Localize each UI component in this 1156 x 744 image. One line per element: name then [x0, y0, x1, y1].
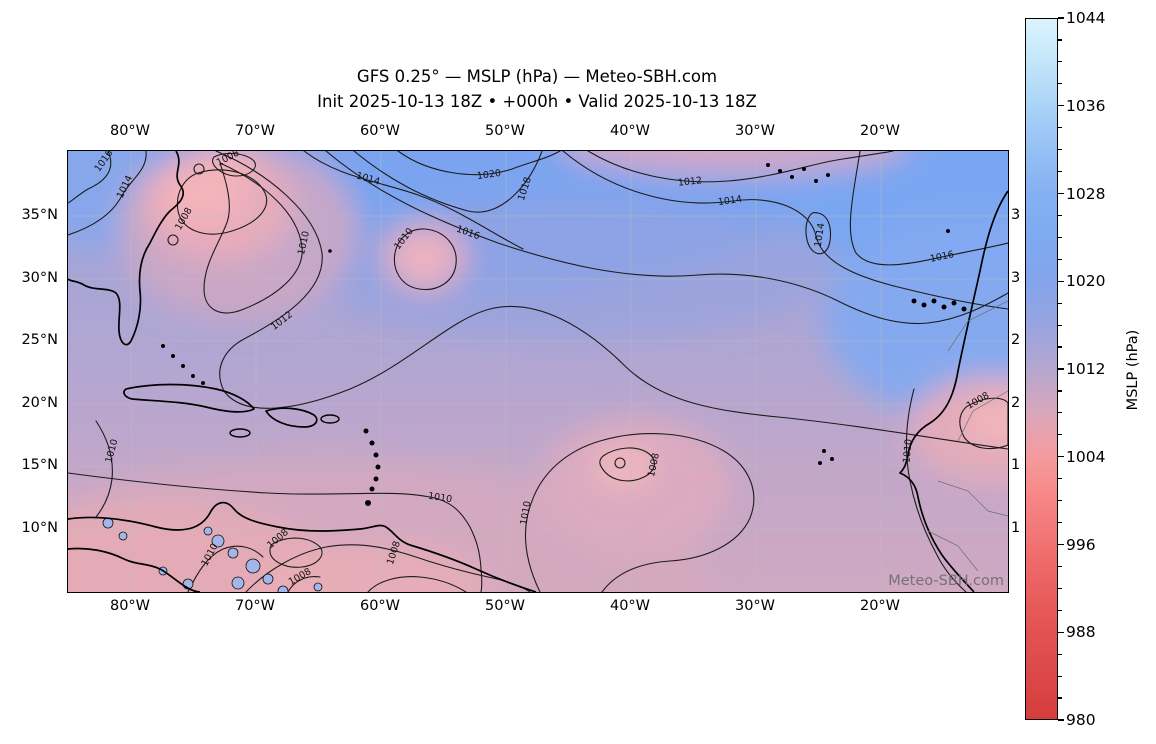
lat-tick-label-left: 30°N	[21, 270, 58, 286]
colorbar-tick	[1058, 236, 1062, 238]
lat-tick-label-right-clipped: 3	[1011, 207, 1021, 223]
lon-tick-label-bottom: 20°W	[859, 598, 901, 614]
colorbar-tick	[1058, 302, 1062, 304]
colorbar-tick	[1058, 719, 1064, 721]
contour-label: 1010	[296, 230, 312, 256]
lon-tick-label-top: 30°W	[734, 123, 776, 139]
lon-tick-label-bottom: 40°W	[609, 598, 651, 614]
colorbar-tick-label: 980	[1066, 711, 1096, 729]
colorbar-tick	[1058, 456, 1064, 458]
colorbar-tick	[1058, 258, 1062, 260]
colorbar-tick-label: 988	[1066, 623, 1096, 642]
colorbar-tick	[1058, 434, 1062, 436]
colorbar-tick-label: 1044	[1066, 9, 1106, 27]
chart-subtitle: Init 2025-10-13 18Z • +000h • Valid 2025…	[317, 92, 757, 111]
colorbar-tick	[1058, 565, 1062, 568]
colorbar-tick	[1058, 675, 1062, 677]
colorbar-tick	[1058, 587, 1062, 589]
colorbar-axis-label: MSLP (hPa)	[1125, 329, 1141, 411]
colorbar-tick	[1058, 368, 1064, 370]
lon-tick-label-top: 60°W	[359, 123, 401, 139]
colorbar-tick-label: 1012	[1066, 360, 1106, 378]
colorbar-tick	[1058, 543, 1064, 546]
contour-label: 1020	[476, 168, 501, 182]
lon-tick-label-top: 70°W	[234, 123, 276, 139]
colorbar-tick	[1058, 653, 1062, 655]
colorbar-tick	[1058, 39, 1062, 41]
lat-tick-label-right-clipped: 2	[1011, 332, 1021, 348]
colorbar-tick	[1058, 500, 1062, 502]
lat-tick-label-left: 25°N	[21, 332, 58, 348]
chart-title: GFS 0.25° — MSLP (hPa) — Meteo-SBH.com	[356, 67, 718, 86]
colorbar-tick	[1058, 521, 1062, 524]
lon-tick-label-bottom: 30°W	[734, 598, 776, 614]
contour-label: 1014	[717, 194, 742, 208]
colorbar-tick	[1058, 17, 1064, 19]
colorbar-tick	[1058, 346, 1062, 348]
colorbar-tick	[1058, 105, 1064, 107]
lon-tick-label-top: 80°W	[109, 123, 151, 139]
colorbar-tick-label: 1020	[1066, 272, 1106, 291]
colorbar-tick-label: 1036	[1066, 96, 1106, 115]
colorbar-tick	[1058, 149, 1062, 151]
colorbar-tick	[1058, 192, 1064, 195]
colorbar-tick	[1058, 83, 1062, 85]
contour-label: 1016	[929, 249, 955, 265]
colorbar-tick	[1058, 127, 1062, 129]
contour-label: 1010	[518, 500, 533, 526]
colorbar	[1025, 18, 1058, 720]
contour-label: 1014	[813, 222, 827, 247]
lat-tick-label-right-clipped: 3	[1011, 270, 1021, 286]
lat-tick-label-left: 15°N	[21, 457, 58, 473]
lon-tick-label-bottom: 70°W	[234, 598, 276, 614]
watermark: Meteo-SBH.com	[888, 573, 1004, 589]
contour-label: 1012	[677, 175, 702, 188]
contour-label: 1010	[901, 438, 914, 463]
lat-tick-label-left: 35°N	[21, 207, 58, 223]
lat-tick-label-right-clipped: 2	[1011, 395, 1021, 411]
lat-tick-label-left: 10°N	[21, 520, 58, 536]
lat-tick-label-left: 20°N	[21, 395, 58, 411]
colorbar-tick-label: 1028	[1066, 184, 1106, 203]
colorbar-tick-label: 996	[1066, 535, 1096, 554]
colorbar-tick-label: 1004	[1066, 447, 1106, 466]
colorbar-tick	[1058, 478, 1062, 480]
pressure-map: 1016101410081008101010121014101610181020…	[68, 151, 1008, 592]
colorbar-tick	[1058, 609, 1062, 611]
colorbar-tick	[1058, 280, 1064, 282]
colorbar-tick	[1058, 631, 1064, 633]
lon-tick-label-bottom: 80°W	[109, 598, 151, 614]
colorbar-tick	[1058, 170, 1062, 173]
colorbar-tick	[1058, 324, 1062, 326]
colorbar-tick	[1058, 390, 1062, 392]
lon-tick-label-top: 50°W	[484, 123, 526, 139]
lon-tick-label-bottom: 60°W	[359, 598, 401, 614]
colorbar-tick	[1058, 697, 1062, 699]
contour-label: 1008	[646, 452, 662, 478]
colorbar-tick	[1058, 214, 1062, 217]
lat-tick-label-right-clipped: 1	[1011, 520, 1021, 536]
lon-tick-label-top: 20°W	[859, 123, 901, 139]
map-plot-area: 1016 1014 1008 1008 1010 1012 1014 1016 1018 1020…	[67, 150, 1009, 593]
lon-tick-label-bottom: 50°W	[484, 598, 526, 614]
lat-tick-label-right-clipped: 1	[1011, 457, 1021, 473]
colorbar-tick	[1058, 412, 1062, 414]
colorbar-tick	[1058, 61, 1062, 63]
contour-label: 1010	[427, 491, 453, 506]
lon-tick-label-top: 40°W	[609, 123, 651, 139]
